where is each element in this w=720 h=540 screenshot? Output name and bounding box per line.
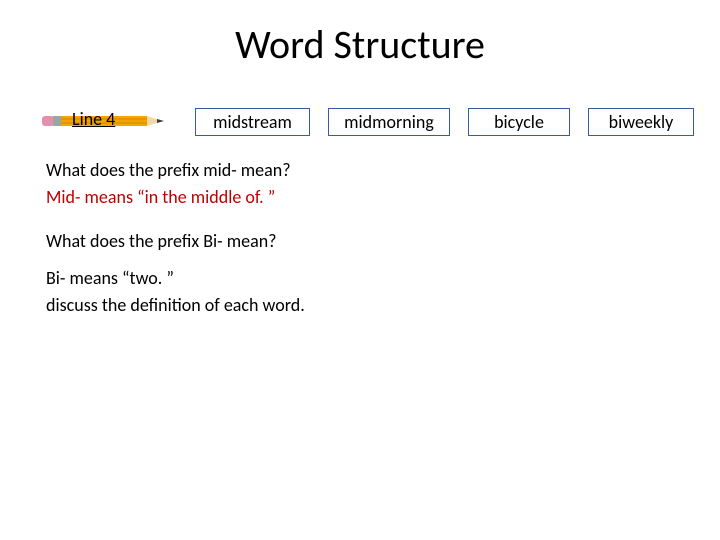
question-2: What does the prefix Bi- mean? (46, 229, 305, 253)
answer-1: Mid- means “in the middle of. ” (46, 185, 305, 209)
question-1: What does the prefix mid- mean? (46, 158, 305, 182)
word-box: midstream (195, 108, 310, 136)
page-title: Word Structure (0, 20, 720, 69)
line-label: Line 4 (72, 108, 115, 130)
answer-2: Bi- means “two. ” (46, 266, 305, 290)
word-box: biweekly (588, 108, 694, 136)
instruction: discuss the definition of each word. (46, 293, 305, 317)
slide: Word Structure Line 4 midstream midmorni… (0, 0, 720, 540)
word-box: bicycle (468, 108, 570, 136)
word-boxes: midstream midmorning bicycle biweekly (195, 108, 694, 136)
body-text: What does the prefix mid- mean? Mid- mea… (46, 158, 305, 320)
word-box: midmorning (328, 108, 450, 136)
